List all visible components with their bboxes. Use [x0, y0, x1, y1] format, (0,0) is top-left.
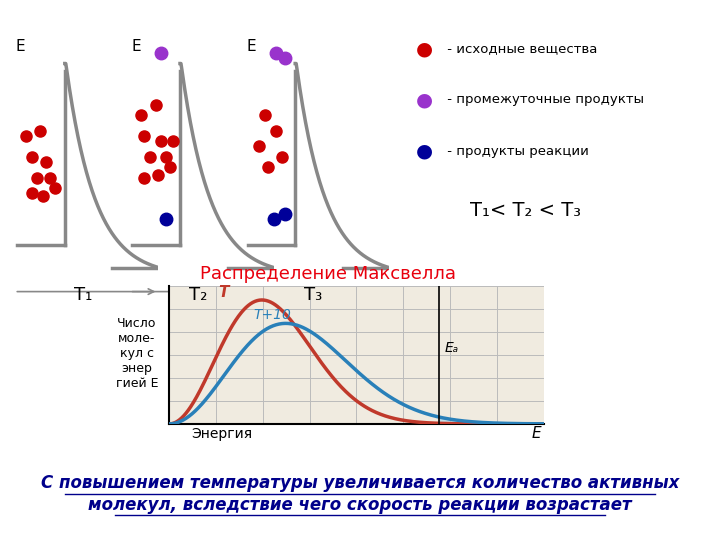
Text: С повышением температуры увеличивается количество активных: С повышением температуры увеличивается к…	[41, 474, 679, 492]
Text: T+10: T+10	[253, 308, 292, 322]
Text: Т₂: Т₂	[189, 286, 207, 303]
Text: T: T	[218, 285, 228, 300]
Text: Е: Е	[531, 427, 541, 442]
Text: Т₃: Т₃	[304, 286, 323, 303]
Text: - продукты реакции: - продукты реакции	[443, 145, 589, 158]
Text: Число
моле-
кул с
энер
гией Е: Число моле- кул с энер гией Е	[115, 317, 158, 390]
Text: Eₐ: Eₐ	[444, 341, 459, 355]
Text: Т₁: Т₁	[73, 286, 92, 303]
Text: Энергия: Энергия	[191, 428, 252, 442]
Text: ●: ●	[416, 141, 433, 161]
Text: E: E	[246, 38, 256, 53]
Text: ●: ●	[416, 90, 433, 110]
Text: E: E	[131, 38, 140, 53]
Text: - промежуточные продукты: - промежуточные продукты	[443, 93, 644, 106]
Text: Распределение Максвелла: Распределение Максвелла	[199, 265, 456, 283]
Text: Т₁< Т₂ < Т₃: Т₁< Т₂ < Т₃	[470, 201, 581, 220]
Text: - исходные вещества: - исходные вещества	[443, 42, 597, 55]
Text: E: E	[16, 38, 25, 53]
Text: ●: ●	[416, 39, 433, 58]
Text: молекул, вследствие чего скорость реакции возрастает: молекул, вследствие чего скорость реакци…	[88, 496, 632, 514]
